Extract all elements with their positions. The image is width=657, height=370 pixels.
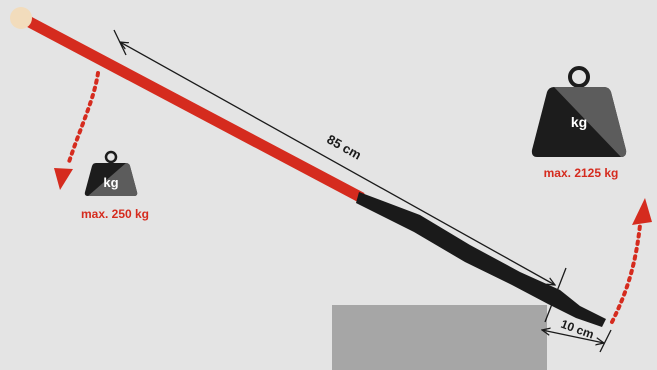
long-arm-dimension-line: [120, 42, 555, 285]
small-weight-icon: kg: [84, 150, 138, 196]
fulcrum-block: [332, 305, 547, 370]
small-weight-caption: max. 250 kg: [81, 207, 149, 221]
dimension-tick-middle: [544, 267, 567, 323]
arrowhead-up: [632, 198, 652, 225]
arrowhead-down: [54, 168, 73, 190]
small-weight-symbol: kg: [103, 175, 118, 190]
dotted-curved-arrow-down-icon: [66, 71, 100, 167]
large-weight-symbol: kg: [571, 114, 587, 130]
dotted-curved-arrow-up-icon: [610, 223, 642, 324]
large-weight-icon: kg: [531, 66, 627, 157]
crowbar-tip: [10, 7, 32, 29]
large-weight-caption: max. 2125 kg: [544, 166, 619, 180]
short-arm-dimension-line: [542, 330, 604, 343]
